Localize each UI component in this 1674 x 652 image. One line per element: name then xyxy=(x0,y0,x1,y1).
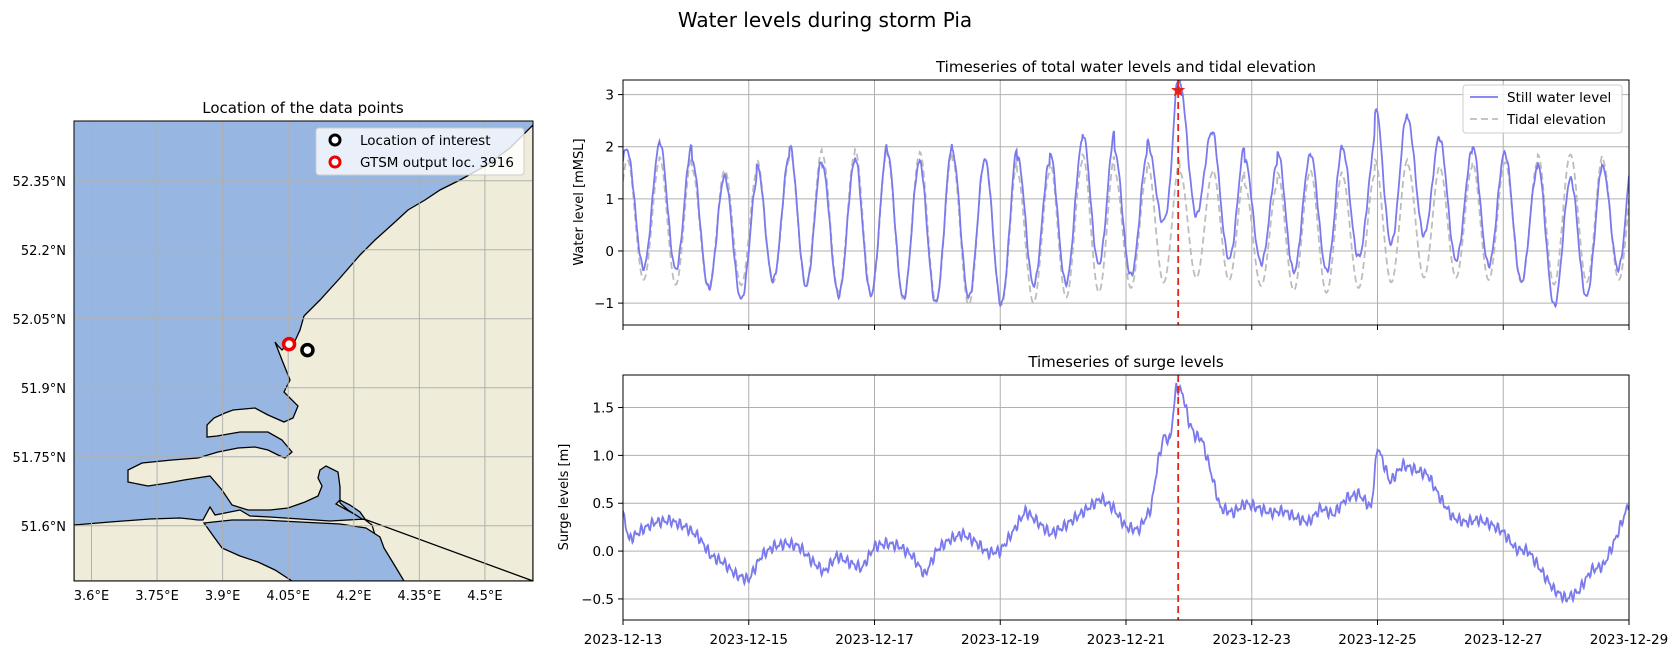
surge-panel: Timeseries of surge levels −0.5 0.0 0.5 1.0… xyxy=(557,353,1668,648)
surge-title: Timeseries of surge levels xyxy=(1027,353,1224,371)
legend-label-still-water-level: Still water level xyxy=(1507,90,1611,106)
map-x-tick-label: 3.9°E xyxy=(205,589,240,604)
y-tick-label: 0.0 xyxy=(593,544,614,560)
surge-y-label: Surge levels [m] xyxy=(557,444,572,551)
map-point-marker xyxy=(300,342,315,358)
x-tick-label: 2023-12-23 xyxy=(1213,632,1291,648)
surge-y-ticks: −0.5 0.0 0.5 1.0 1.5 xyxy=(581,401,623,608)
legend-label-location-of-interest: Location of interest xyxy=(360,133,491,149)
map-y-tick-label: 51.75°N xyxy=(13,451,66,466)
x-tick-label: 2023-12-15 xyxy=(710,632,788,648)
map-x-tick-label: 4.2°E xyxy=(336,589,371,604)
peak-star-marker xyxy=(1171,82,1186,97)
y-tick-label: 2 xyxy=(605,140,614,156)
legend-label-gtsm-output: GTSM output loc. 3916 xyxy=(360,155,514,171)
y-tick-label: 1.5 xyxy=(593,401,614,417)
y-tick-label: 0 xyxy=(605,244,614,260)
x-tick-label: 2023-12-29 xyxy=(1590,632,1668,648)
y-tick-label: −0.5 xyxy=(581,592,614,608)
map-panel: Location of the data points 3.6°E 3.75°E 3… xyxy=(13,99,534,604)
map-x-ticks: 3.6°E 3.75°E 3.9°E 4.05°E 4.2°E 4.35°E 4.5°E xyxy=(74,589,503,604)
surge-gridlines xyxy=(622,375,1630,620)
map-y-tick-label: 52.05°N xyxy=(13,313,66,328)
x-tick-label: 2023-12-27 xyxy=(1464,632,1542,648)
map-y-ticks: 51.6°N 51.75°N 51.9°N 52.05°N 52.2°N 52.35°N xyxy=(13,175,66,535)
water-level-y-label: Water level [mMSL] xyxy=(572,138,587,265)
map-x-tick-label: 3.75°E xyxy=(135,589,179,604)
map-title: Location of the data points xyxy=(202,99,404,117)
water-level-y-ticks: −1 0 1 2 3 xyxy=(594,88,623,312)
water-level-plot-area xyxy=(623,80,1629,325)
water-level-legend-box xyxy=(1462,84,1623,134)
x-tick-label: 2023-12-21 xyxy=(1087,632,1165,648)
y-tick-label: 0.5 xyxy=(593,496,614,512)
y-tick-label: −1 xyxy=(594,296,614,312)
map-y-tick-label: 52.2°N xyxy=(21,244,66,259)
water-level-legend: Still water level Tidal elevation xyxy=(1462,84,1623,134)
x-tick-label: 2023-12-13 xyxy=(584,632,662,648)
x-tick-label: 2023-12-19 xyxy=(961,632,1039,648)
map-gridlines xyxy=(74,121,533,581)
y-tick-label: 1.0 xyxy=(593,448,614,464)
surge-x-ticks: 2023-12-13 2023-12-15 2023-12-17 2023-12-19… xyxy=(584,620,1668,648)
legend-marker-gtsm-output xyxy=(328,155,342,169)
figure-title: Water levels during storm Pia xyxy=(678,8,972,32)
tidal-elevation-line xyxy=(623,146,1629,307)
surge-plot-area xyxy=(623,375,1629,620)
x-tick-label: 2023-12-25 xyxy=(1338,632,1416,648)
legend-label-tidal-elevation: Tidal elevation xyxy=(1506,112,1606,128)
water-level-x-ticks xyxy=(622,325,1630,330)
map-y-tick-label: 52.35°N xyxy=(13,175,66,190)
map-legend: Location of interest GTSM output loc. 39… xyxy=(315,127,525,176)
map-x-tick-label: 3.6°E xyxy=(74,589,109,604)
x-tick-label: 2023-12-17 xyxy=(835,632,913,648)
map-point-marker xyxy=(281,336,297,352)
water-level-panel: Timeseries of total water levels and tid… xyxy=(572,58,1630,330)
map-x-tick-label: 4.05°E xyxy=(266,589,310,604)
map-x-tick-label: 4.5°E xyxy=(467,589,502,604)
water-level-title: Timeseries of total water levels and tid… xyxy=(935,58,1316,76)
y-tick-label: 3 xyxy=(605,88,614,104)
map-frame xyxy=(73,120,534,582)
y-tick-label: 1 xyxy=(605,192,614,208)
surge-level-line xyxy=(623,382,1629,605)
map-x-tick-label: 4.35°E xyxy=(398,589,442,604)
still-water-level-line xyxy=(623,80,1629,309)
storm-peak-marker xyxy=(1171,82,1186,97)
map-y-tick-label: 51.6°N xyxy=(21,520,66,535)
legend-marker-location-of-interest xyxy=(328,133,342,147)
map-legend-box xyxy=(315,127,525,176)
map-points xyxy=(281,336,315,358)
map-y-tick-label: 51.9°N xyxy=(21,382,66,397)
